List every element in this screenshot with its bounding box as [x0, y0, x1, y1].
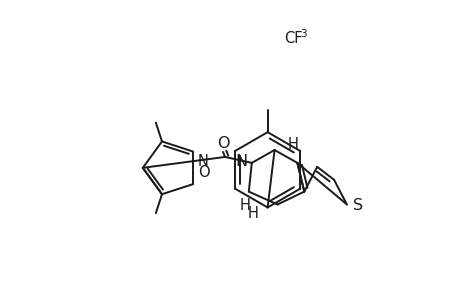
- Text: O: O: [216, 136, 229, 151]
- Text: S: S: [352, 198, 362, 213]
- Text: N: N: [197, 154, 208, 169]
- Text: O: O: [197, 165, 209, 180]
- Text: H: H: [247, 206, 257, 221]
- Text: 3: 3: [300, 29, 306, 39]
- Text: N: N: [235, 154, 247, 169]
- Text: H: H: [287, 136, 298, 152]
- Text: CF: CF: [284, 31, 302, 46]
- Text: H: H: [239, 198, 250, 213]
